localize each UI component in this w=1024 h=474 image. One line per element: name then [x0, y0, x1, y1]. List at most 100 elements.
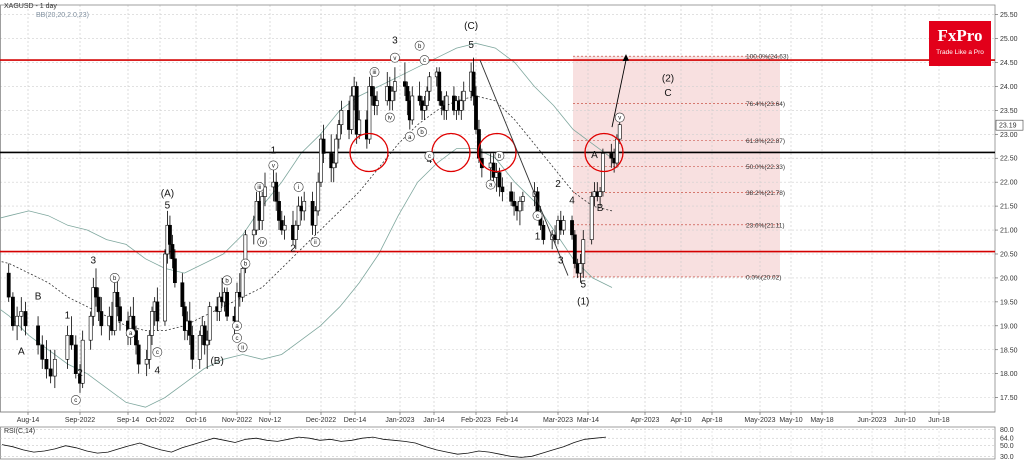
x-tick-label: Dec-2022	[306, 417, 336, 424]
candle-body	[99, 311, 104, 327]
candle-body	[370, 86, 374, 97]
fib-level-label: 23.6%(21.11)	[746, 222, 785, 229]
circled-wave-label: v	[393, 56, 396, 62]
candle-body	[40, 344, 45, 360]
projection-line	[611, 59, 627, 128]
x-tick-label: Apr-2023	[631, 417, 660, 424]
y-tick-label: 20.50	[1000, 251, 1018, 258]
candle-body	[439, 100, 444, 106]
candle-body	[459, 100, 464, 111]
circled-wave-label: ii	[314, 240, 317, 246]
x-tick-label: Apr-18	[701, 417, 722, 424]
wave-label: (2)	[662, 74, 674, 85]
wave-circle	[417, 126, 427, 137]
wave-circle	[232, 320, 242, 331]
fib-level-label: 76.4%(23.64)	[746, 101, 785, 108]
fib-level-label: 38.2%(21.78)	[746, 190, 785, 197]
candle-body	[144, 359, 149, 365]
wave-label: 2	[555, 179, 561, 190]
circled-wave-label: v	[272, 164, 275, 170]
logo-title: FxPro	[937, 26, 983, 45]
rsi-label: RSI(C,14)	[4, 428, 35, 435]
candle-body	[293, 224, 298, 240]
candle-body	[205, 339, 210, 346]
candle-body	[277, 201, 281, 221]
circled-wave-label: a	[489, 183, 493, 189]
candle-body	[349, 95, 354, 130]
candle-body	[23, 311, 28, 327]
wave-label: B	[597, 203, 604, 214]
annotations	[349, 54, 629, 276]
wave-circle	[404, 131, 415, 142]
candle-body	[96, 296, 101, 312]
y-tick-label: 18.50	[1000, 347, 1018, 354]
x-tick-label: Feb-2023	[461, 417, 491, 424]
wave-circle	[268, 160, 279, 171]
wave-circle	[419, 55, 430, 65]
candle-body	[329, 153, 334, 169]
circled-wave-label: c	[156, 350, 159, 356]
circled-wave-label: iv	[260, 240, 264, 246]
candle-body	[319, 138, 323, 183]
candle-body	[240, 268, 245, 298]
y-tick-label: 24.50	[1000, 60, 1018, 67]
candle-body	[15, 315, 19, 327]
circled-wave-label: a	[235, 324, 239, 330]
candle-body	[115, 291, 120, 307]
candle-body	[112, 291, 117, 331]
candle-body	[91, 287, 96, 317]
candle-body	[19, 311, 24, 317]
y-tick-label: 22.00	[1000, 180, 1018, 187]
candlesticks	[6, 57, 622, 393]
wave-circle	[237, 342, 248, 353]
candle-body	[367, 86, 372, 140]
x-tick-label: Jan-2023	[385, 417, 414, 424]
circled-wave-label: iii	[373, 70, 377, 76]
wave-circle	[70, 395, 81, 405]
wave-label: A	[591, 150, 598, 161]
wave-circle	[125, 328, 136, 338]
wave-circle	[384, 112, 395, 123]
wave-label: 4	[155, 366, 161, 377]
wave-label: 3	[558, 256, 564, 267]
bb-lower-band	[0, 148, 613, 408]
candle-body	[354, 86, 359, 135]
candle-body	[497, 172, 502, 188]
candle-body	[180, 282, 185, 307]
x-tick-label: Sep-2022	[65, 417, 95, 424]
rsi-tick-label: 50.0	[1000, 443, 1014, 450]
candle-body	[73, 344, 78, 374]
circled-wave-label: b	[225, 278, 229, 284]
candle-body	[471, 71, 476, 97]
candle-body	[313, 210, 318, 226]
y-tick-label: 24.00	[1000, 84, 1018, 91]
logo-tagline: Trade Like a Pro	[936, 49, 984, 56]
candle-body	[518, 201, 522, 212]
last-price-label: 23.19	[999, 123, 1017, 130]
wave-circle	[494, 150, 505, 161]
highlight-circle	[349, 132, 389, 173]
circled-wave-label: c	[423, 58, 426, 64]
candle-body	[617, 124, 622, 140]
wave-circle	[485, 179, 496, 190]
candle-body	[88, 315, 93, 341]
wave-circle	[532, 210, 543, 221]
wave-label: 3	[392, 35, 398, 46]
y-tick-label: 21.00	[1000, 228, 1018, 235]
wave-circle	[614, 112, 625, 123]
circled-wave-label: i	[298, 185, 299, 191]
candle-body	[512, 201, 516, 207]
wave-circle	[414, 40, 425, 51]
candle-body	[541, 224, 546, 240]
fib-level-label: 0.0%(20.02)	[746, 274, 781, 281]
candle-body	[173, 258, 177, 284]
candle-body	[168, 224, 172, 245]
candle-body	[598, 191, 602, 197]
wave-circle	[254, 182, 265, 192]
y-tick-label: 17.50	[1000, 395, 1018, 402]
x-tick-label: Oct-16	[185, 417, 206, 424]
candle-body	[520, 196, 525, 202]
candle-body	[509, 191, 514, 202]
